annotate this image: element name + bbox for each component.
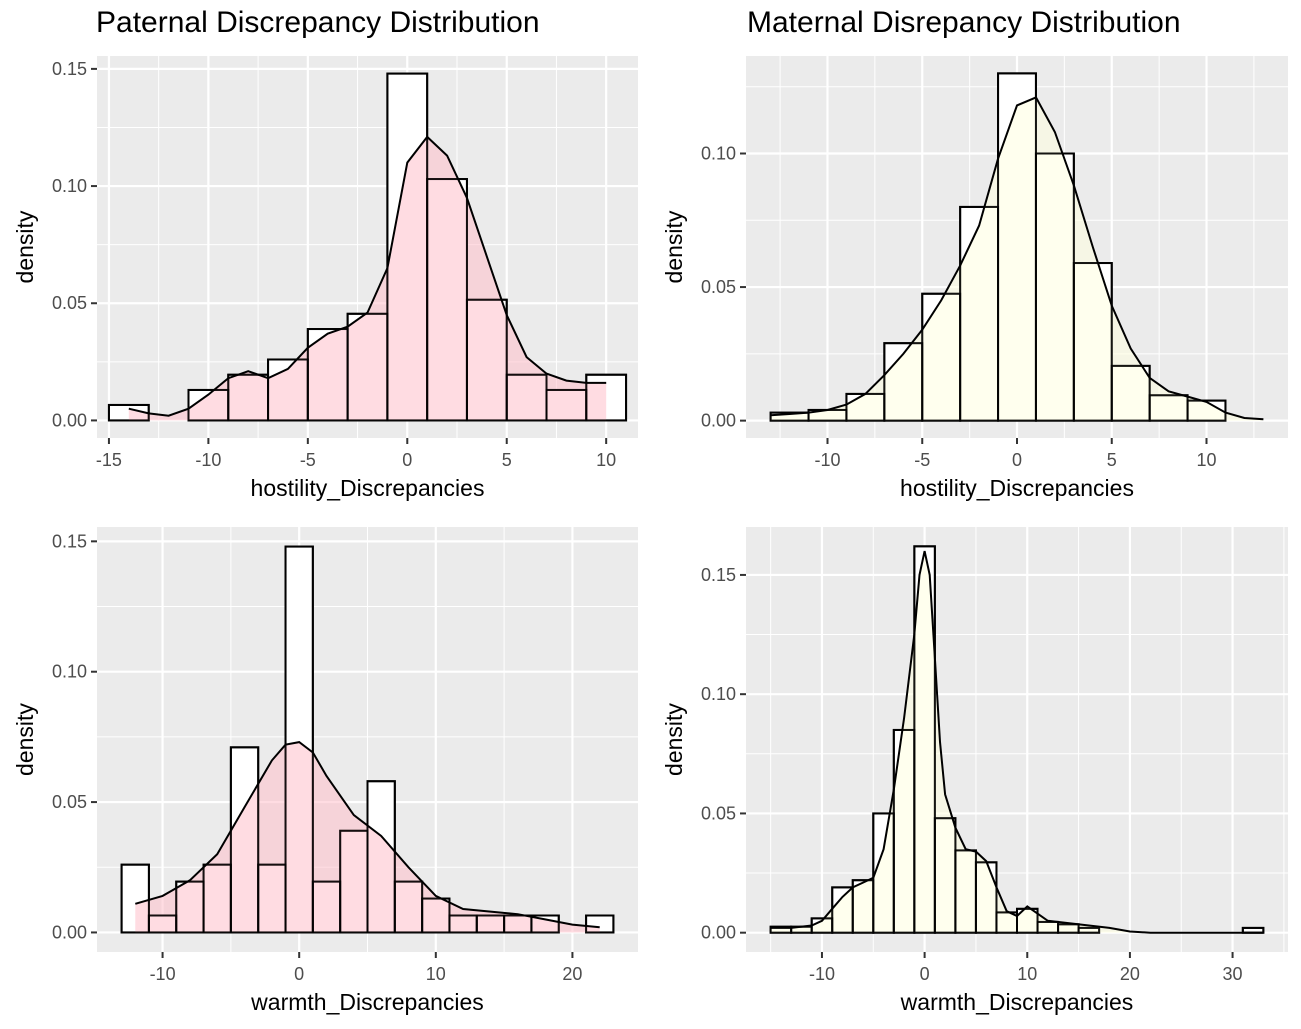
y-tick-label: 0.00 xyxy=(701,923,736,943)
y-axis-title: density xyxy=(661,210,687,283)
x-tick-label: 5 xyxy=(1107,450,1117,470)
density-area xyxy=(770,97,1264,421)
paternal-title: Paternal Discrepancy Distribution xyxy=(96,6,540,39)
chart-panel-top-right: -10 -5 0 5 10 0.00 0.05 0.10 hostility_Discrepan… xyxy=(661,56,1288,501)
y-tick-label: 0.05 xyxy=(701,803,736,823)
y-tick-label: 0.00 xyxy=(52,922,87,942)
histogram-bar-outline xyxy=(585,373,628,422)
histogram-bar-outline xyxy=(284,545,314,934)
x-tick-label: 0 xyxy=(920,964,930,984)
y-axis-title: density xyxy=(12,210,38,283)
y-axis-title: density xyxy=(12,703,38,776)
histogram-bar-outline xyxy=(366,780,396,934)
x-tick-label: 0 xyxy=(1012,450,1022,470)
y-tick-label: 0.15 xyxy=(52,59,87,79)
x-axis-title: hostility_Discrepancies xyxy=(900,475,1134,501)
histogram-bar-outline xyxy=(1110,364,1151,422)
maternal-title: Maternal Disrepancy Distribution xyxy=(747,6,1181,39)
density-curve xyxy=(770,550,1264,934)
y-tick-label: 0.05 xyxy=(52,792,87,812)
x-tick-label: 20 xyxy=(1120,964,1140,984)
x-tick-label: -5 xyxy=(300,450,316,470)
density-curve xyxy=(770,96,1264,421)
y-tick-label: 0.10 xyxy=(701,684,736,704)
chart-panel-top-left: -15 -10 -5 0 5 10 0.00 0.05 0.10 0.15 hostility_Di… xyxy=(12,56,638,501)
density-area xyxy=(128,136,607,421)
histogram-bar-outline xyxy=(913,545,936,934)
x-tick-label: 20 xyxy=(562,964,582,984)
y-tick-label: 0.15 xyxy=(52,531,87,551)
x-axis-title: warmth_Discrepancies xyxy=(250,989,484,1015)
histogram-bar-outline xyxy=(530,914,560,934)
x-axis-title: hostility_Discrepancies xyxy=(251,475,485,501)
histogram-bar-outline xyxy=(1186,399,1227,422)
y-tick-label: 0.05 xyxy=(52,293,87,313)
y-tick-label: 0.00 xyxy=(52,410,87,430)
x-tick-label: 0 xyxy=(402,450,412,470)
x-tick-label: 10 xyxy=(1196,450,1216,470)
density-curve xyxy=(135,741,600,929)
histogram-bar-outline xyxy=(120,863,150,934)
histogram-bar-outline xyxy=(1072,262,1113,422)
chart-panel-bottom-left: -10 0 10 20 0.00 0.05 0.10 0.15 warmth_Discrepan… xyxy=(12,527,638,1015)
y-tick-label: 0.05 xyxy=(701,277,736,297)
x-tick-label: 30 xyxy=(1223,964,1243,984)
histogram-bar-outline xyxy=(1077,926,1101,934)
x-tick-label: 10 xyxy=(426,964,446,984)
x-tick-label: -15 xyxy=(96,450,122,470)
x-axis-title: warmth_Discrepancies xyxy=(900,989,1134,1015)
x-tick-label: 10 xyxy=(596,450,616,470)
x-tick-label: -10 xyxy=(150,964,176,984)
y-tick-label: 0.10 xyxy=(52,662,87,682)
y-tick-label: 0.00 xyxy=(701,411,736,431)
histogram-bar-outline xyxy=(465,298,508,422)
histogram-bar-outline xyxy=(1016,907,1039,934)
y-tick-label: 0.10 xyxy=(52,176,87,196)
x-tick-label: 10 xyxy=(1017,964,1037,984)
density-curve xyxy=(128,135,607,417)
y-tick-label: 0.10 xyxy=(701,144,736,164)
x-tick-label: 5 xyxy=(502,450,512,470)
chart-panel-bottom-right: -10 0 10 20 30 0.00 0.05 0.10 0.15 warmth_Discrep… xyxy=(661,527,1288,1015)
x-tick-label: -10 xyxy=(809,964,835,984)
x-tick-label: -5 xyxy=(914,450,930,470)
plot-background xyxy=(746,527,1288,952)
histogram-bar-outline xyxy=(585,914,615,934)
histogram-bar-outline xyxy=(229,746,260,934)
y-tick-label: 0.15 xyxy=(701,565,736,585)
y-axis-title: density xyxy=(661,703,687,776)
x-tick-label: 0 xyxy=(294,964,304,984)
x-tick-label: -10 xyxy=(814,450,840,470)
x-tick-label: -10 xyxy=(195,450,221,470)
